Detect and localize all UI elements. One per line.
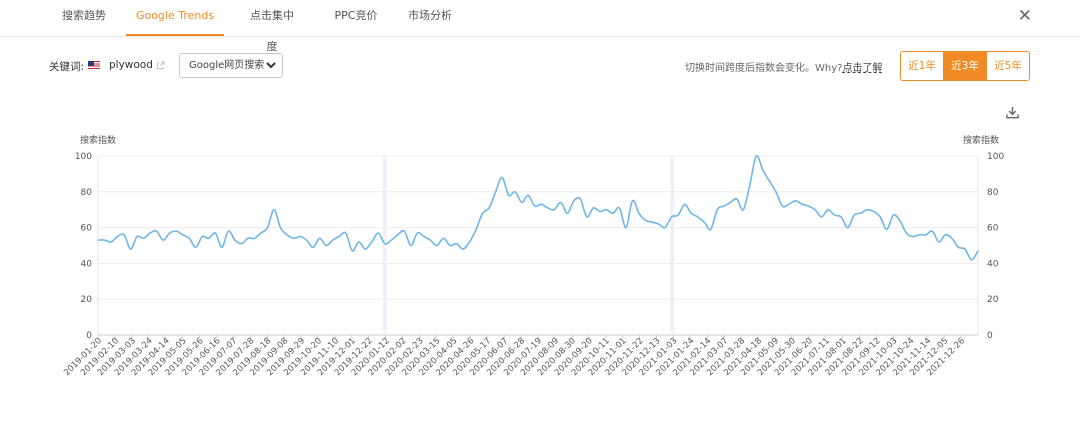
learn-more-link[interactable]: 点击了解 (842, 63, 883, 74)
tab-search-trend[interactable]: 搜索趋势 (62, 9, 106, 22)
tab-google-trends[interactable]: Google Trends (126, 0, 224, 36)
search-type-value: Google网页搜索 (189, 60, 265, 71)
y-axis-title-right: 搜索指数 (963, 134, 999, 146)
y-tick-label-left: 80 (81, 188, 93, 198)
y-tick-label-left: 60 (81, 224, 93, 234)
year-separator (670, 156, 675, 335)
keyword-label: 关键词: (49, 61, 85, 73)
keyword-value: plywood (109, 59, 153, 71)
chevron-down-icon (266, 62, 276, 69)
tab-click-concentration[interactable]: 点击集中度 (250, 9, 294, 53)
range-1-year-button[interactable]: 近1年 (901, 52, 943, 80)
tab-ppc-bid[interactable]: PPC竞价 (334, 9, 378, 22)
external-link-icon[interactable] (156, 61, 165, 70)
y-tick-label-right: 0 (987, 331, 993, 341)
y-tick-label-right: 20 (987, 295, 999, 305)
y-tick-label-right: 80 (987, 188, 999, 198)
download-icon[interactable] (1005, 105, 1020, 120)
time-span-hint: 切换时间跨度后指数会变化。Why?点击了解 (685, 59, 882, 74)
y-axis-title-left: 搜索指数 (80, 134, 116, 146)
y-tick-label-left: 0 (86, 331, 92, 341)
range-5-year-button[interactable]: 近5年 (986, 52, 1029, 80)
y-tick-label-left: 40 (81, 259, 93, 269)
close-icon[interactable]: ✕ (1017, 6, 1032, 26)
y-tick-label-left: 20 (81, 295, 93, 305)
hint-text: 切换时间跨度后指数会变化。Why? (685, 63, 843, 74)
year-separator (382, 156, 387, 335)
range-3-year-button[interactable]: 近3年 (943, 52, 986, 80)
y-tick-label-right: 60 (987, 224, 999, 234)
y-tick-label-right: 100 (987, 152, 1004, 162)
search-type-select[interactable]: Google网页搜索 (179, 53, 283, 78)
us-flag-icon (88, 61, 100, 69)
y-tick-label-right: 40 (987, 259, 999, 269)
tab-bar: 搜索趋势 Google Trends 点击集中度 PPC竞价 市场分析 ✕ (0, 0, 1080, 53)
time-range-switch: 近1年 近3年 近5年 (900, 51, 1030, 81)
tab-market-analysis[interactable]: 市场分析 (408, 9, 452, 22)
trend-line-series (97, 154, 979, 261)
y-tick-label-left: 100 (75, 152, 92, 162)
